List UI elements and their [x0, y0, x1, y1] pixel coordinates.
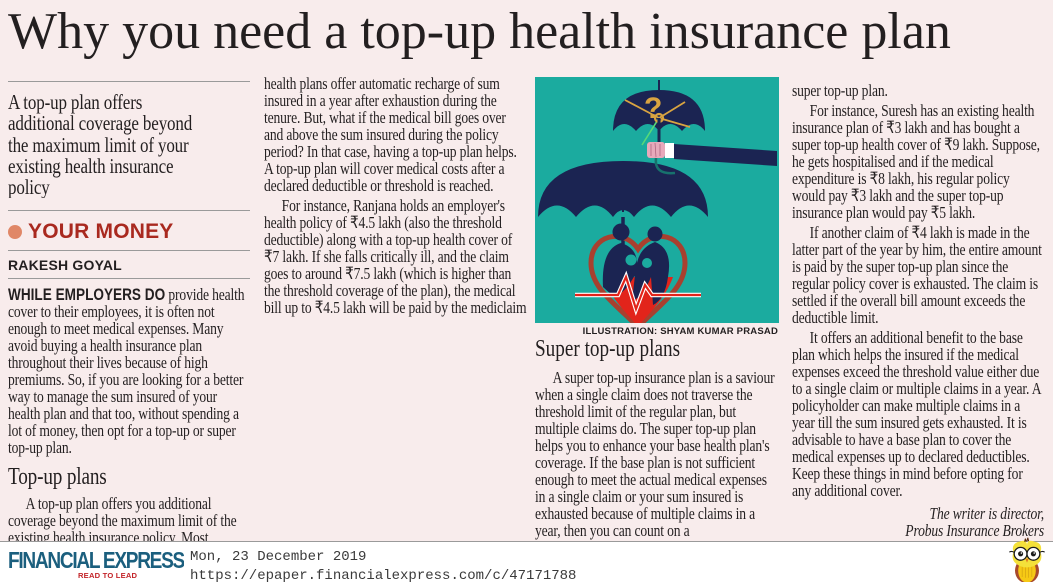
svg-text:FINANCIAL EXPRESS: FINANCIAL EXPRESS [8, 547, 184, 573]
svg-text:READ TO LEAD: READ TO LEAD [78, 571, 138, 580]
